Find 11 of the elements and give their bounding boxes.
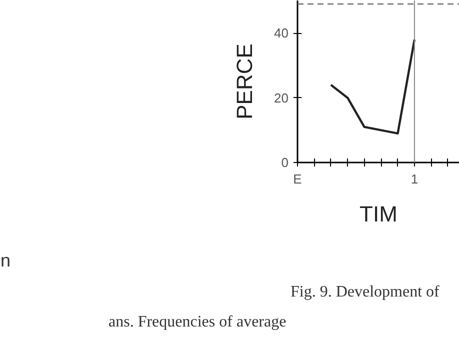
- x-tick-label: 1: [410, 172, 418, 186]
- y-tick-label: 40: [274, 26, 289, 41]
- x-tick-label: E: [293, 172, 302, 186]
- y-tick-label: 20: [274, 90, 289, 106]
- y-tick-label: 0: [281, 155, 289, 170]
- caption: Fig. 9. Development of: [290, 284, 440, 300]
- x-axis-title: TIM: [360, 202, 398, 226]
- text: ans. Frequencies of average: [108, 314, 286, 330]
- line-series: [330, 38, 416, 134]
- y-axis-title: PERCE: [232, 44, 258, 120]
- text: n: [0, 250, 11, 270]
